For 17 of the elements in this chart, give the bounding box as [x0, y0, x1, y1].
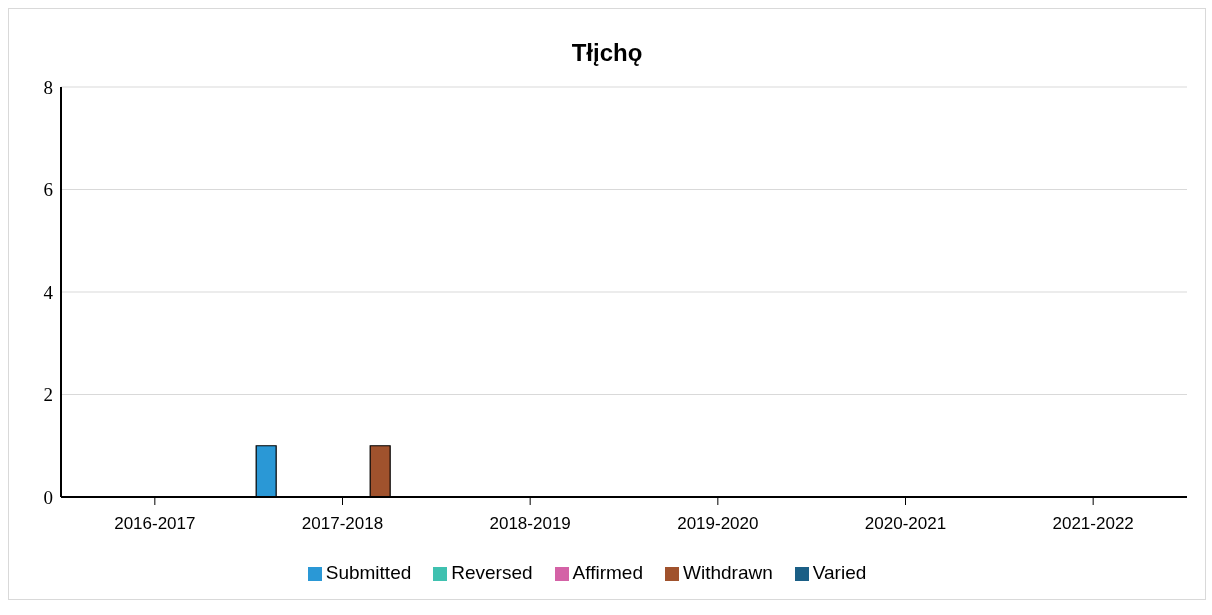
- legend-label: Withdrawn: [683, 562, 773, 583]
- y-tick-label: 6: [43, 179, 53, 201]
- y-tick-label: 4: [43, 281, 54, 303]
- x-tick-label: 2021-2022: [1052, 514, 1134, 534]
- y-tick-label: 0: [43, 486, 53, 508]
- y-tick-label: 2: [43, 384, 53, 406]
- legend-label: Reversed: [451, 562, 533, 583]
- y-tick-label: 8: [43, 76, 53, 98]
- legend-label: Submitted: [325, 562, 412, 583]
- x-tick-label: 2018-2019: [489, 514, 571, 534]
- chart-title: Tłįchǫ: [570, 39, 644, 67]
- legend-label: Varied: [812, 562, 867, 583]
- x-tick-label: 2019-2020: [677, 514, 759, 534]
- x-tick-label: 2020-2021: [864, 514, 947, 534]
- x-tick-label: 2016-2017: [114, 514, 196, 534]
- x-tick-label: 2017-2018: [301, 514, 384, 534]
- legend-label: Affirmed: [572, 562, 643, 583]
